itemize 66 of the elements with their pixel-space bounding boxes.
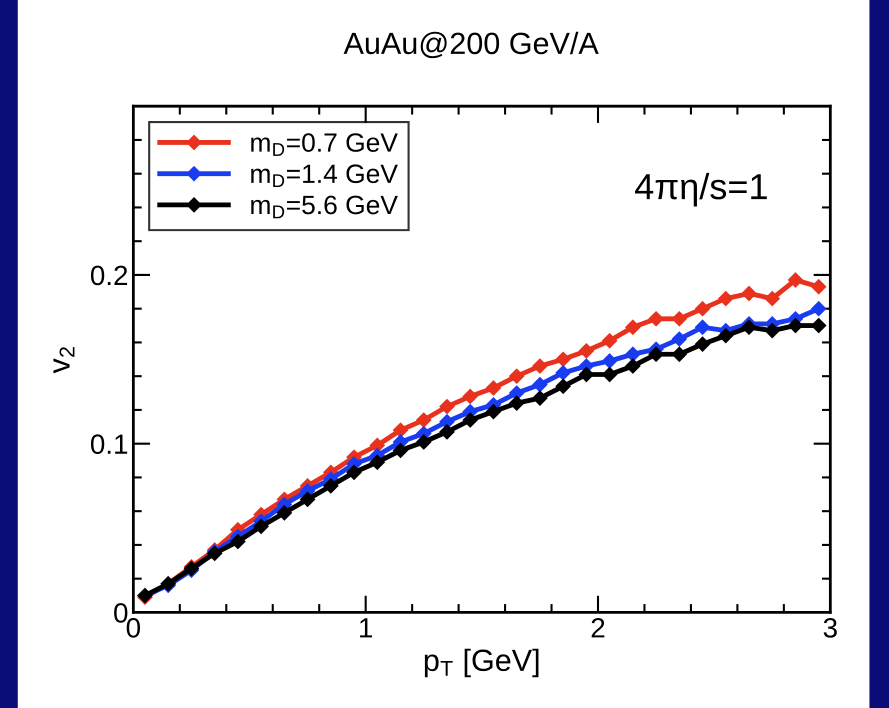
point bbox=[694, 320, 710, 335]
point bbox=[556, 378, 571, 394]
point bbox=[648, 311, 664, 326]
y-tick-label: 0 bbox=[114, 603, 128, 623]
legend-label: m$_{D}$=0.7 GeV bbox=[251, 133, 398, 156]
point bbox=[416, 412, 432, 428]
x-tick-label: 1 bbox=[360, 618, 372, 638]
point bbox=[392, 442, 408, 458]
point bbox=[741, 286, 757, 302]
x-axis-title: p$_{T}$ [GeV] bbox=[424, 648, 538, 678]
point bbox=[532, 377, 548, 392]
x-tick-label: 0 bbox=[126, 618, 140, 638]
point bbox=[323, 478, 338, 494]
point bbox=[439, 398, 455, 414]
point bbox=[556, 352, 571, 367]
point bbox=[672, 346, 687, 362]
point bbox=[532, 358, 548, 374]
point bbox=[602, 366, 618, 382]
point bbox=[764, 323, 780, 338]
point bbox=[230, 534, 246, 550]
point bbox=[625, 346, 640, 362]
point bbox=[718, 328, 734, 344]
y-axis-title: v$_{2}$ bbox=[53, 347, 74, 374]
point bbox=[416, 434, 432, 450]
point bbox=[486, 404, 502, 420]
x-tick-label: 3 bbox=[824, 618, 837, 638]
point bbox=[509, 368, 524, 384]
annotation: 4πη/s=1 bbox=[635, 172, 767, 207]
point bbox=[741, 320, 757, 335]
point bbox=[788, 272, 804, 288]
legend-label: m$_{D}$=5.6 GeV bbox=[251, 196, 398, 218]
point bbox=[439, 424, 455, 440]
x-tick-label: 2 bbox=[592, 618, 604, 638]
point bbox=[811, 279, 826, 294]
point bbox=[532, 390, 548, 406]
point bbox=[811, 301, 826, 316]
point bbox=[486, 380, 502, 396]
y-tick-label: 0.1 bbox=[90, 434, 128, 454]
point bbox=[578, 343, 594, 358]
point bbox=[602, 353, 618, 369]
point bbox=[811, 318, 826, 334]
point bbox=[300, 492, 316, 507]
chart-title: AuAu@200 GeV/A bbox=[344, 32, 599, 58]
legend-label: m$_{D}$=1.4 GeV bbox=[251, 164, 398, 188]
point bbox=[346, 464, 362, 480]
point bbox=[648, 346, 664, 362]
point bbox=[718, 290, 734, 306]
point bbox=[462, 412, 478, 428]
point bbox=[764, 290, 780, 306]
point bbox=[578, 366, 594, 382]
point bbox=[672, 331, 687, 347]
y-tick-label: 0.2 bbox=[90, 266, 128, 286]
point bbox=[254, 518, 269, 534]
point bbox=[694, 336, 710, 352]
point bbox=[672, 311, 687, 326]
point bbox=[392, 422, 408, 438]
point bbox=[462, 388, 478, 404]
point bbox=[625, 320, 640, 335]
point bbox=[556, 365, 571, 380]
point bbox=[788, 318, 804, 334]
point bbox=[276, 505, 292, 520]
point bbox=[370, 454, 385, 470]
point bbox=[509, 396, 524, 411]
point bbox=[602, 333, 618, 348]
point bbox=[625, 358, 640, 374]
point bbox=[694, 301, 710, 316]
